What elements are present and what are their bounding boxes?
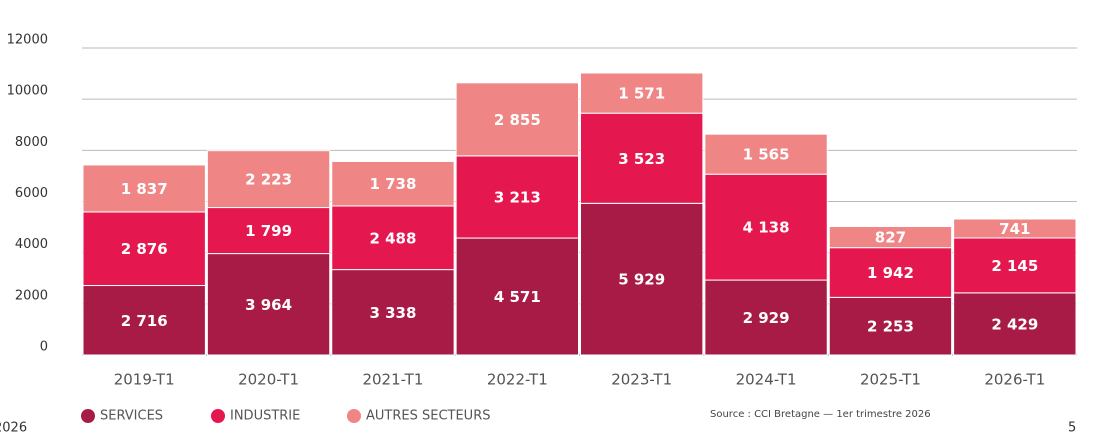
value-label: 1 942 xyxy=(867,264,914,282)
value-label: 3 523 xyxy=(618,150,665,168)
legend-swatch xyxy=(347,409,361,423)
bar-segment xyxy=(206,253,331,356)
y-tick-label: 4000 xyxy=(15,237,48,252)
bar-segment xyxy=(455,237,579,356)
bar-segment xyxy=(580,112,704,204)
bar-segment xyxy=(953,237,1077,294)
x-tick-label: 2019-T1 xyxy=(114,371,175,389)
value-label: 4 571 xyxy=(494,288,541,306)
y-tick-label: 6000 xyxy=(15,186,48,201)
bar-segment xyxy=(580,202,704,356)
x-tick-label: 2026-T1 xyxy=(984,371,1045,389)
bar-segment xyxy=(828,296,953,356)
bar-segment xyxy=(82,285,206,356)
bar-segment xyxy=(331,205,455,271)
bar-segment xyxy=(206,150,331,209)
x-tick-label: 2022-T1 xyxy=(487,371,548,389)
bar-segment xyxy=(206,207,331,255)
legend-swatch xyxy=(211,409,225,423)
bar-segment xyxy=(580,72,704,114)
y-tick-label: 12000 xyxy=(7,33,48,48)
value-label: 2 716 xyxy=(121,312,168,330)
value-label: 1 565 xyxy=(743,146,790,164)
y-tick-label: 10000 xyxy=(7,84,48,99)
value-label: 1 837 xyxy=(121,180,168,198)
value-label: 3 213 xyxy=(494,188,541,206)
legend-label: INDUSTRIE xyxy=(230,409,300,424)
value-label: 4 138 xyxy=(743,219,790,237)
bar-segment xyxy=(82,164,206,213)
legend-label: AUTRES SECTEURS xyxy=(366,409,490,424)
legend-label: SERVICES xyxy=(100,409,163,424)
bar-segment xyxy=(953,292,1077,356)
x-tick-label: 2025-T1 xyxy=(860,371,921,389)
x-tick-label: 2020-T1 xyxy=(238,371,299,389)
y-tick-label: 8000 xyxy=(15,135,48,150)
value-label: 5 929 xyxy=(618,271,665,289)
y-tick-label: 0 xyxy=(40,340,48,355)
value-label: 2 929 xyxy=(743,309,790,327)
x-tick-label: 2023-T1 xyxy=(611,371,672,389)
value-label: 2 876 xyxy=(121,240,168,258)
value-label: 2 488 xyxy=(369,229,416,247)
legend-swatch xyxy=(81,409,95,423)
value-label: 1 738 xyxy=(369,175,416,193)
bar-segment xyxy=(455,155,579,239)
bar-segment xyxy=(828,247,953,298)
value-label: 2 223 xyxy=(245,171,292,189)
y-tick-label: 2000 xyxy=(15,288,48,303)
value-label: 3 338 xyxy=(369,304,416,322)
source: Source : CCI Bretagne — 1er trimestre 20… xyxy=(710,409,931,420)
x-tick-label: 2021-T1 xyxy=(362,371,423,389)
bar-segment xyxy=(82,211,206,287)
bar-segment xyxy=(704,133,828,175)
value-label: 3 964 xyxy=(245,296,292,314)
footer-left: 2026 xyxy=(0,421,27,436)
value-label: 741 xyxy=(999,220,1030,238)
value-label: 1 571 xyxy=(618,85,665,103)
x-tick-label: 2024-T1 xyxy=(736,371,797,389)
value-label: 1 799 xyxy=(245,222,292,240)
value-label: 2 145 xyxy=(991,257,1038,275)
bar-segment xyxy=(953,218,1077,239)
bar-segment xyxy=(331,269,455,356)
value-label: 2 429 xyxy=(991,315,1038,333)
value-label: 2 855 xyxy=(494,111,541,129)
bar-segment xyxy=(331,160,455,207)
value-label: 827 xyxy=(875,229,906,247)
bar-segment xyxy=(704,279,828,356)
value-label: 2 253 xyxy=(867,318,914,336)
bar-segment xyxy=(455,82,579,157)
bar-segment xyxy=(828,226,953,249)
bar-segment xyxy=(704,173,828,281)
page-number: 5 xyxy=(1068,421,1076,436)
